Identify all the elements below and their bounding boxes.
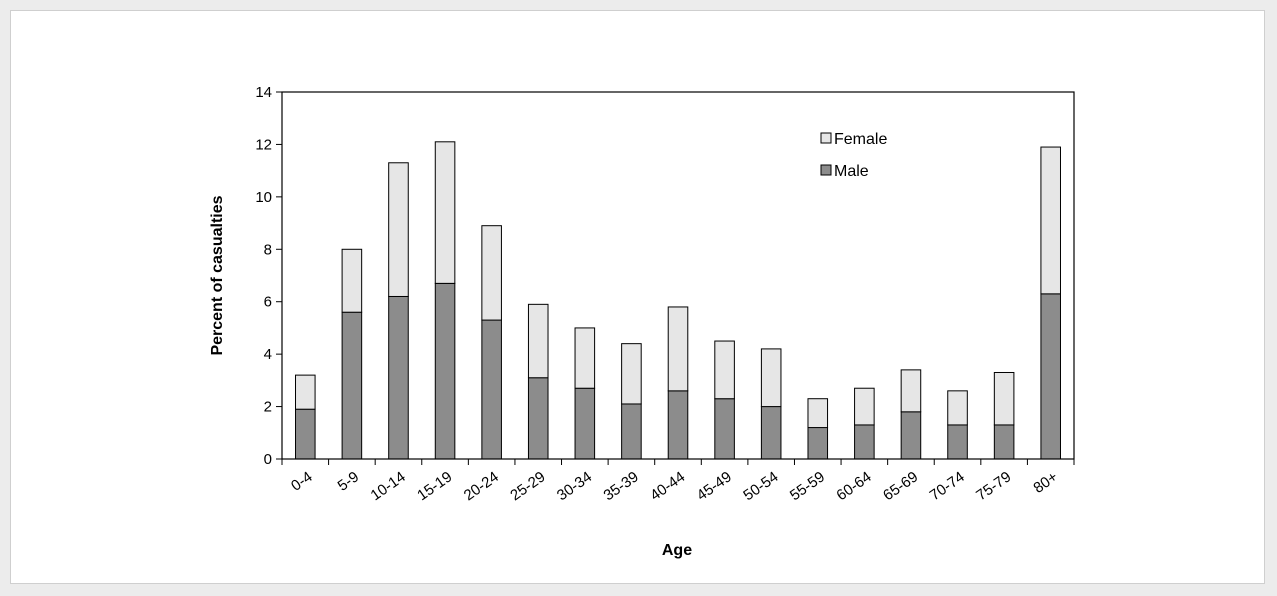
bar-male-55-59 [807,427,829,460]
legend-label-male: Male [834,163,869,180]
bar-male-50-54 [760,406,782,460]
bar-male-35-39 [621,403,642,460]
x-tick-label-10-14: 10-14 [368,468,409,504]
bar-male-20-24 [481,319,502,460]
bar-female-10-14 [388,162,409,297]
bar-female-55-59 [807,398,829,429]
bar-male-10-14 [388,295,409,460]
bars-layer [295,141,1061,460]
x-tick-label-60-64: 60-64 [833,468,874,504]
x-tick-label-35-39: 35-39 [601,468,642,504]
y-tick-label: 2 [264,399,272,416]
bar-female-50-54 [760,348,782,408]
legend-swatch-female [820,132,832,144]
bar-male-70-74 [947,424,968,460]
bar-female-45-49 [714,340,735,400]
bar-female-70-74 [947,390,968,426]
bar-female-15-19 [434,141,456,284]
x-tick-label-80+: 80+ [1030,468,1061,497]
y-tick-label: 8 [264,241,272,258]
bar-male-25-29 [527,377,549,460]
y-tick-label: 12 [255,136,272,153]
x-tick-label-5-9: 5-9 [335,468,363,494]
x-axis: 0-4 5-9 10-14 15-19 20-24 25-29 30-34 35-39 40-4… [281,459,1075,504]
bar-male-65-69 [900,411,922,460]
x-axis-title: Age [662,542,692,559]
bar-male-60-64 [854,424,875,460]
bar-male-30-34 [574,387,596,460]
y-tick-label: 10 [255,189,272,206]
y-axis: 0 2 4 6 8 10 12 14 [255,84,282,468]
y-tick-label: 6 [264,294,272,311]
bar-female-20-24 [481,225,502,321]
bar-male-40-44 [667,390,689,460]
x-tick-label-55-59: 55-59 [787,468,828,504]
x-tick-label-70-74: 70-74 [927,468,968,504]
x-tick-label-50-54: 50-54 [740,468,781,504]
x-tick-label-20-24: 20-24 [461,468,502,504]
chart-card: 0 2 4 6 8 10 12 14 0-4 5-9 10-14 15-19 20-24 25-29 30… [10,10,1265,584]
bar-male-15-19 [434,282,456,460]
legend-swatch-male [820,164,832,176]
x-tick-label-15-19: 15-19 [414,468,455,504]
bar-female-5-9 [341,248,363,313]
x-tick-label-45-49: 45-49 [694,468,735,504]
bar-female-65-69 [900,369,922,413]
y-tick-label: 14 [255,84,272,101]
plot-area-frame [281,91,1075,460]
y-tick-label: 4 [264,346,272,363]
bar-female-60-64 [854,387,875,426]
x-tick-label-40-44: 40-44 [647,468,688,504]
bar-male-45-49 [714,398,735,460]
bar-female-80+ [1040,146,1061,295]
bar-female-30-34 [574,327,596,389]
bar-female-75-79 [993,371,1015,426]
bar-female-40-44 [667,306,689,392]
x-tick-label-75-79: 75-79 [973,468,1014,504]
stacked-bar-chart: 0 2 4 6 8 10 12 14 0-4 5-9 10-14 15-19 20-24 25-29 30… [209,84,1075,559]
bar-male-0-4 [295,408,316,460]
legend: Female Male [820,131,887,180]
bar-female-25-29 [527,303,549,379]
y-tick-label: 0 [264,451,272,468]
x-tick-label-30-34: 30-34 [554,468,595,504]
x-tick-label-0-4: 0-4 [288,468,316,494]
bar-male-80+ [1040,293,1061,460]
legend-label-female: Female [834,131,887,148]
x-tick-label-25-29: 25-29 [507,468,548,504]
bar-female-35-39 [621,343,642,405]
bar-female-0-4 [295,374,316,410]
y-axis-title: Percent of casualties [209,195,226,355]
bar-male-75-79 [993,424,1015,460]
bar-male-5-9 [341,311,363,460]
x-tick-label-65-69: 65-69 [880,468,921,504]
